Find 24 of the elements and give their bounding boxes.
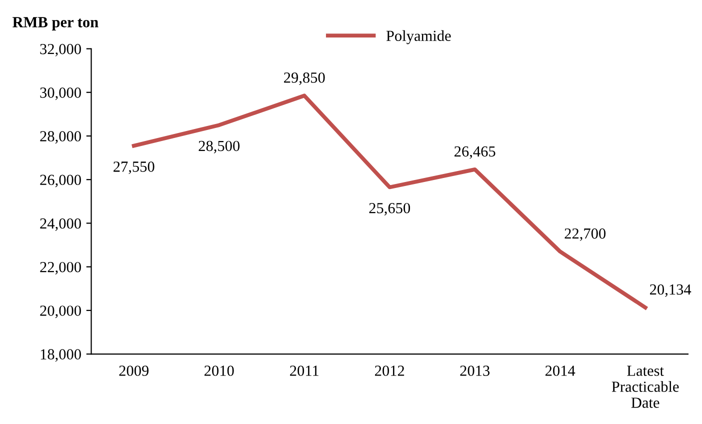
data-label: 20,134 <box>650 284 692 297</box>
y-tick-label: 22,000 <box>40 262 81 274</box>
y-tick-label: 18,000 <box>40 349 81 362</box>
data-label: 26,465 <box>454 146 496 159</box>
data-label: 28,500 <box>198 140 240 154</box>
data-label: 25,650 <box>369 202 410 216</box>
y-axis-title: RMB per ton <box>12 17 98 30</box>
x-tick-label: 2013 <box>460 366 490 376</box>
y-tick-label: 24,000 <box>40 218 81 231</box>
y-tick-label: 26,000 <box>40 174 81 188</box>
data-label: 22,700 <box>564 228 606 241</box>
x-tick-label: 2012 <box>375 366 404 376</box>
data-label: 29,850 <box>284 72 325 85</box>
y-tick-label: 28,000 <box>40 131 81 144</box>
y-tick-label: 20,000 <box>40 306 81 318</box>
y-tick-label: 30,000 <box>40 88 81 100</box>
x-tick-label: Latest Practicable Date <box>612 366 679 408</box>
x-tick-label: 2010 <box>204 366 234 376</box>
legend-label: Polyamide <box>386 30 451 44</box>
x-tick-label: 2014 <box>545 366 576 376</box>
data-label: 27,550 <box>114 162 154 174</box>
x-tick-label: 2009 <box>119 366 149 376</box>
y-tick-label: 32,000 <box>40 44 81 56</box>
x-tick-label: 2011 <box>290 366 318 376</box>
